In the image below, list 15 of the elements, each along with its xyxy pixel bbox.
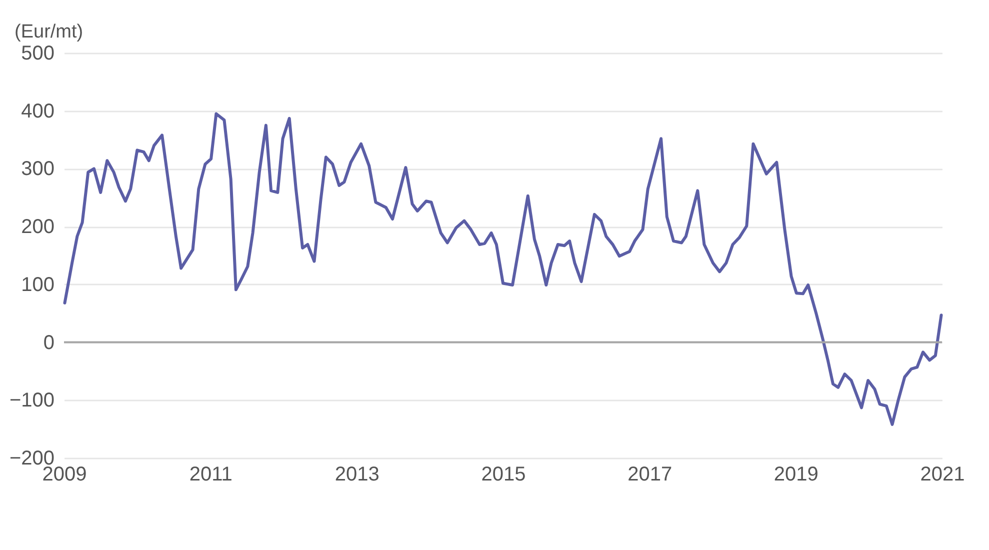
- y-tick-label: −100: [9, 390, 54, 412]
- x-tick-label: 2019: [774, 464, 818, 486]
- y-axis-title: (Eur/mt): [14, 22, 84, 42]
- y-tick-label: 100: [21, 274, 54, 296]
- x-tick-label: 2021: [920, 464, 965, 486]
- y-tick-label: 200: [21, 216, 54, 238]
- x-tick-label: 2015: [481, 464, 526, 486]
- x-tick-label: 2011: [189, 464, 232, 486]
- x-tick-label: 2017: [628, 464, 672, 486]
- y-tick-label: 300: [21, 158, 54, 180]
- y-tick-label: 0: [43, 332, 54, 354]
- line-series: [63, 112, 943, 426]
- y-tick-label: 400: [21, 100, 54, 122]
- x-tick-label: 2013: [334, 464, 380, 486]
- y-tick-label: 500: [21, 42, 54, 64]
